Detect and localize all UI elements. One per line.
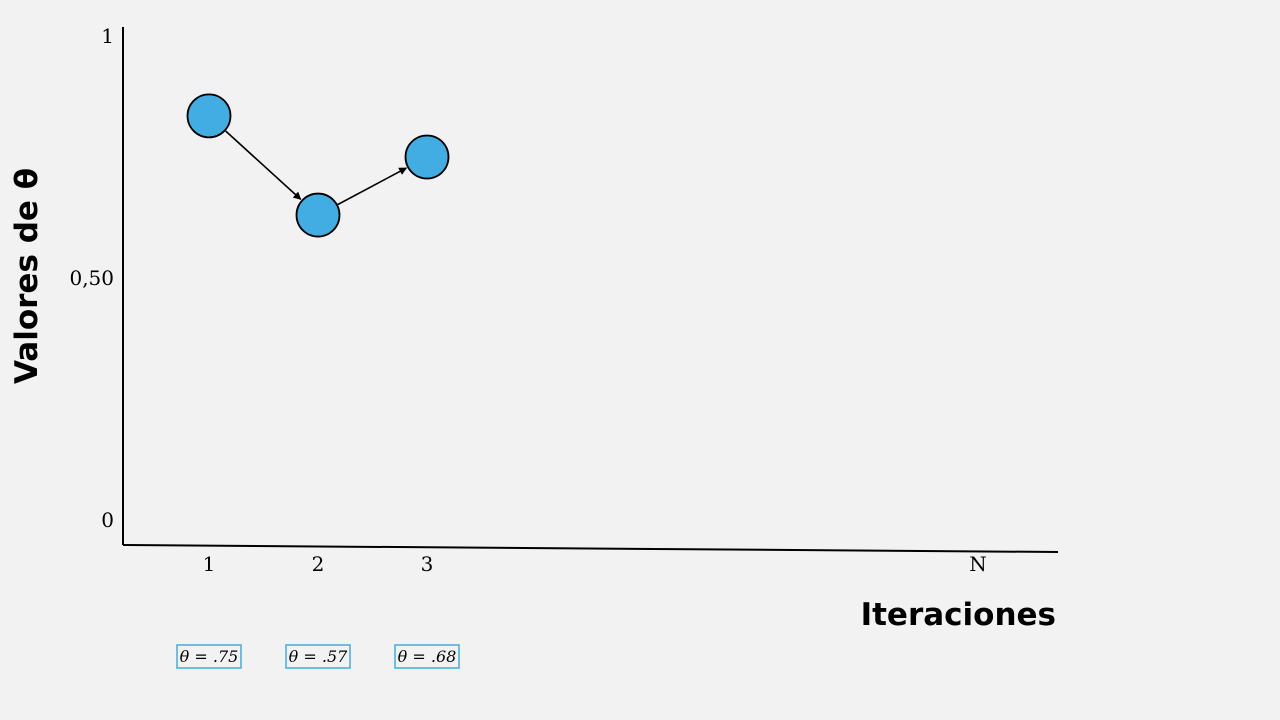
y-tick-labels: 0 0,50 1 (69, 24, 114, 532)
data-points (186, 93, 450, 238)
connector-arrows (225, 130, 408, 206)
x-tick-label: 1 (203, 552, 216, 576)
point-label: θ = .75 (180, 647, 239, 666)
data-point (186, 93, 232, 139)
point-label-box (285, 644, 351, 669)
x-axis-line (122, 544, 1059, 553)
point-value-labels: θ = .75 θ = .57 θ = .68 (176, 644, 460, 669)
point-label-box (176, 644, 242, 669)
data-point (404, 134, 450, 180)
connector-arrow (225, 130, 302, 200)
connector-arrow (337, 167, 408, 206)
y-tick-label: 0,50 (69, 266, 114, 290)
x-axis-title: Iteraciones (861, 597, 1056, 633)
y-tick-label: 1 (101, 24, 114, 48)
y-tick-label: 0 (101, 508, 114, 532)
point-label: θ = .57 (289, 647, 348, 666)
y-axis-title: Valores de θ (9, 168, 45, 384)
x-tick-label: 3 (421, 552, 434, 576)
data-point (295, 192, 341, 238)
point-label: θ = .68 (398, 647, 457, 666)
x-tick-labels: 1 2 3 N (203, 552, 987, 576)
point-label-box (394, 644, 460, 669)
x-tick-label: 2 (312, 552, 325, 576)
x-tick-label: N (969, 552, 987, 576)
